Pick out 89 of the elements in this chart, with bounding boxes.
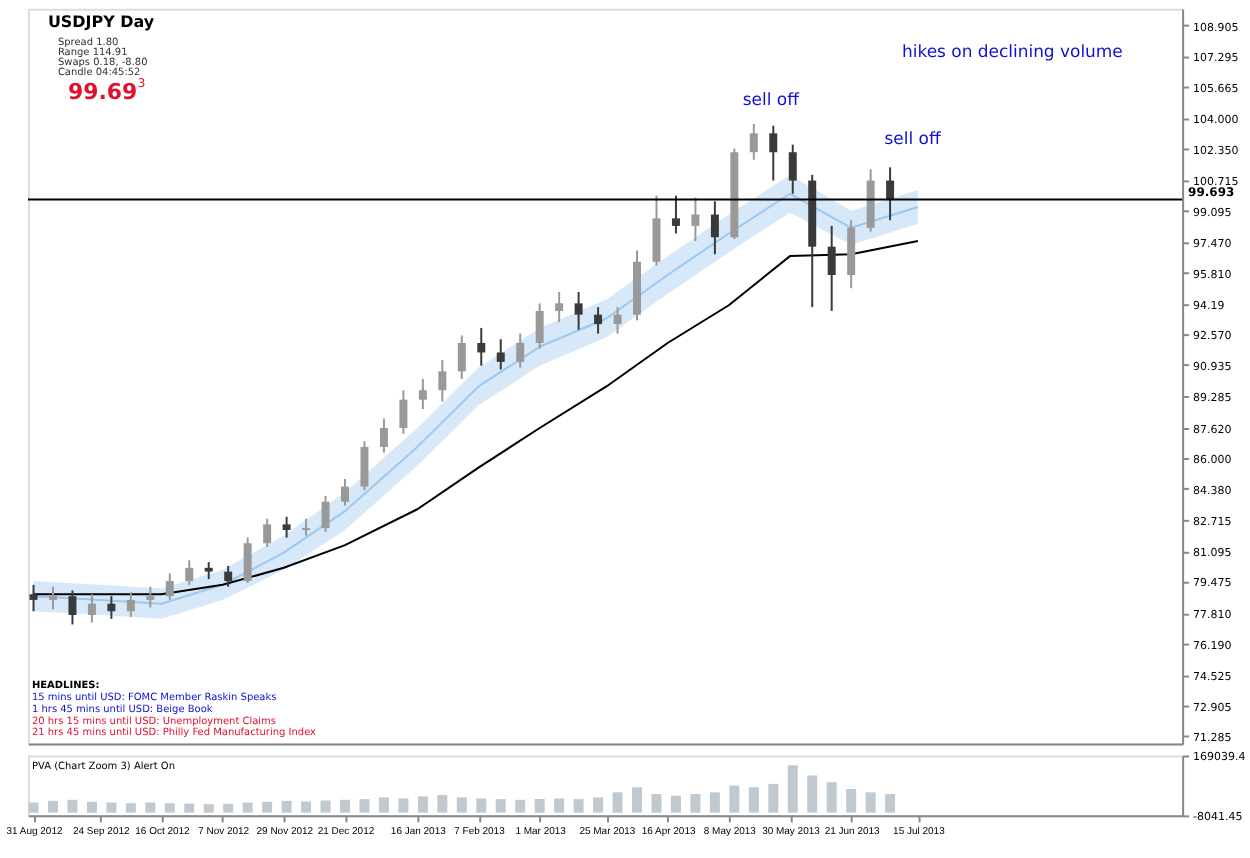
bar	[573, 799, 584, 813]
bar	[670, 795, 681, 813]
candlestick	[379, 417, 388, 454]
bar	[28, 802, 39, 813]
bar	[184, 803, 195, 813]
candlestick	[29, 583, 38, 613]
candlestick	[418, 377, 427, 411]
annotation: hikes on declining volume	[902, 40, 1123, 61]
bar	[554, 798, 565, 813]
candlestick	[68, 589, 77, 626]
bar	[86, 801, 97, 813]
bar	[807, 775, 818, 813]
bar	[456, 797, 467, 813]
bar	[632, 787, 643, 813]
bar	[281, 800, 292, 813]
candlestick	[535, 302, 544, 350]
bar	[262, 801, 273, 813]
bar	[534, 799, 545, 813]
candlestick	[87, 593, 96, 624]
candlestick	[847, 219, 856, 290]
bar	[612, 792, 623, 813]
candlestick	[788, 143, 797, 195]
bar	[495, 799, 506, 813]
bar	[651, 794, 662, 813]
candlestick	[360, 440, 369, 492]
bar	[768, 783, 779, 813]
bar	[515, 799, 526, 813]
bar	[47, 800, 58, 813]
bar	[476, 798, 487, 813]
bar	[398, 798, 409, 813]
bar	[164, 803, 175, 813]
candlestick	[457, 334, 466, 380]
bar	[359, 799, 370, 813]
bar	[787, 765, 798, 813]
candlestick	[652, 194, 661, 267]
bar	[417, 796, 428, 813]
candlestick	[574, 291, 583, 331]
candlestick	[282, 515, 291, 539]
bar	[203, 804, 214, 813]
candlestick	[185, 559, 194, 586]
candlestick	[165, 572, 174, 601]
bar	[885, 794, 896, 813]
candlestick	[886, 166, 895, 222]
chart-title: USDJPY Day	[47, 12, 156, 31]
candlestick	[555, 291, 564, 324]
bar	[106, 802, 117, 813]
candlestick	[107, 595, 116, 620]
bar	[865, 792, 876, 813]
bar	[593, 797, 604, 813]
bar	[320, 800, 331, 813]
bar	[729, 785, 740, 813]
bar	[826, 782, 837, 813]
bar	[145, 802, 156, 813]
candlestick	[243, 536, 252, 584]
candlestick	[691, 196, 700, 243]
candlestick	[671, 194, 680, 235]
candlestick	[399, 389, 408, 435]
bar	[748, 787, 759, 813]
bar	[378, 797, 389, 813]
candlestick	[594, 306, 603, 335]
candlestick	[263, 517, 272, 549]
candlestick	[496, 338, 505, 371]
candlestick	[477, 326, 486, 367]
candlestick	[613, 306, 622, 335]
candlestick	[48, 585, 57, 611]
candlestick	[321, 495, 330, 533]
candlestick	[224, 564, 233, 588]
candlestick	[146, 585, 155, 609]
annotation: sell off	[742, 88, 800, 109]
bar	[340, 799, 350, 813]
candlestick	[710, 200, 719, 256]
bar	[709, 792, 720, 813]
candlestick	[827, 224, 836, 312]
candlestick	[341, 478, 349, 507]
bar	[125, 803, 136, 813]
bar	[223, 803, 234, 813]
bar	[437, 795, 448, 813]
candlestick	[516, 332, 525, 369]
candlestick	[749, 122, 758, 161]
bar	[301, 801, 312, 813]
candlestick	[126, 591, 135, 618]
candlestick	[866, 168, 875, 233]
bar	[67, 799, 78, 813]
annotation: sell off	[884, 128, 941, 149]
candlestick	[769, 124, 778, 182]
bar	[846, 788, 857, 813]
bar	[690, 794, 701, 813]
bar	[242, 802, 253, 813]
candlestick	[438, 359, 447, 403]
